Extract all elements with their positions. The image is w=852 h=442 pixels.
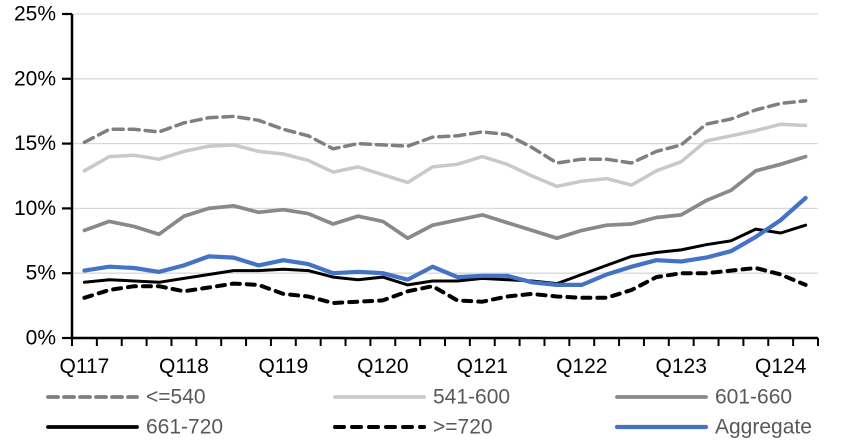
legend-label: 601-660 bbox=[715, 386, 792, 409]
y-tick-label: 15% bbox=[14, 132, 56, 155]
series-line-540 bbox=[82, 99, 808, 165]
x-tick-label: Q117 bbox=[60, 355, 110, 378]
legend-label: 661-720 bbox=[146, 416, 223, 439]
x-tick-label: Q118 bbox=[159, 355, 209, 378]
series-line-601-660 bbox=[82, 154, 808, 241]
x-tick-label: Q124 bbox=[755, 355, 807, 378]
x-tick-label: Q122 bbox=[556, 355, 607, 378]
y-tick-label: 25% bbox=[14, 3, 56, 26]
x-tick-label: Q119 bbox=[258, 355, 308, 378]
series-line-661-720 bbox=[82, 223, 808, 287]
y-tick-label: 10% bbox=[14, 197, 56, 220]
series-line-aggregate bbox=[82, 195, 808, 287]
series-line-541-600 bbox=[82, 122, 808, 189]
y-tick-label: 20% bbox=[14, 67, 56, 90]
x-tick-label: Q120 bbox=[357, 355, 408, 378]
legend-label: Aggregate bbox=[715, 416, 812, 439]
y-tick-label: 0% bbox=[26, 327, 56, 350]
y-tick-label: 5% bbox=[26, 262, 56, 285]
legend-label: <=540 bbox=[146, 386, 206, 409]
x-tick-label: Q123 bbox=[656, 355, 707, 378]
x-tick-label: Q121 bbox=[457, 355, 508, 378]
series-line-720 bbox=[82, 266, 808, 305]
legend-label: 541-600 bbox=[433, 386, 510, 409]
legend-label: >=720 bbox=[433, 416, 493, 439]
